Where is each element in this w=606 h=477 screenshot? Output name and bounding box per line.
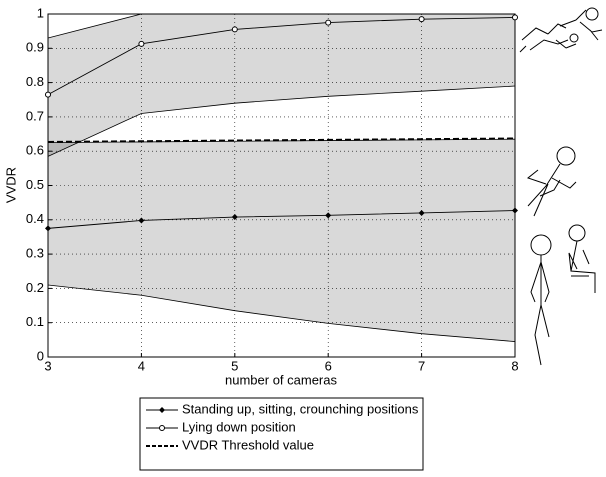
point-marker <box>138 217 145 224</box>
band-area <box>48 139 515 342</box>
y-tick-label: 0.4 <box>26 211 44 226</box>
legend-box <box>139 397 424 471</box>
point-marker <box>512 14 518 21</box>
band-area <box>48 14 515 157</box>
point-marker <box>231 214 238 221</box>
x-axis-label: number of cameras <box>225 372 337 387</box>
band-edge <box>47 85 516 157</box>
y-tick-label: 0.3 <box>26 246 44 261</box>
y-tick-label: 0.6 <box>26 143 44 158</box>
legend-label: Lying down position <box>182 419 296 434</box>
x-tick-label: 6 <box>325 358 332 373</box>
series-line <box>47 210 516 229</box>
y-tick-label: 0.2 <box>26 280 44 295</box>
legend-label: VVDR Threshold value <box>182 437 314 452</box>
y-tick-label: 0.1 <box>26 314 44 329</box>
point-marker <box>138 40 145 47</box>
y-tick-label: 1 <box>37 5 44 20</box>
y-tick-label: 0 <box>37 348 44 363</box>
legend-marker <box>159 425 165 431</box>
x-tick-label: 5 <box>231 358 238 373</box>
point-marker <box>325 19 332 26</box>
legend-marker <box>159 407 165 413</box>
y-tick-label: 0.7 <box>26 108 44 123</box>
point-marker <box>231 26 238 33</box>
point-marker <box>418 16 425 23</box>
y-tick-label: 0.5 <box>26 177 44 192</box>
stick-figures <box>519 7 603 366</box>
y-axis-label: VVDR <box>3 167 18 203</box>
x-tick-label: 8 <box>511 358 518 373</box>
y-tick-label: 0.8 <box>26 74 44 89</box>
series-line <box>47 137 516 143</box>
point-marker <box>418 209 425 216</box>
series-line <box>47 16 516 96</box>
point-marker <box>325 212 332 219</box>
x-tick-label: 4 <box>138 358 145 373</box>
y-tick-label: 0.9 <box>26 40 44 55</box>
point-marker <box>512 207 518 214</box>
plot-frame <box>47 13 516 358</box>
x-tick-label: 3 <box>44 358 51 373</box>
point-marker <box>45 91 51 98</box>
x-tick-label: 7 <box>418 358 425 373</box>
point-marker <box>45 225 51 232</box>
legend-label: Standing up, sitting, crounching positio… <box>182 401 419 416</box>
band-edge <box>47 284 516 342</box>
